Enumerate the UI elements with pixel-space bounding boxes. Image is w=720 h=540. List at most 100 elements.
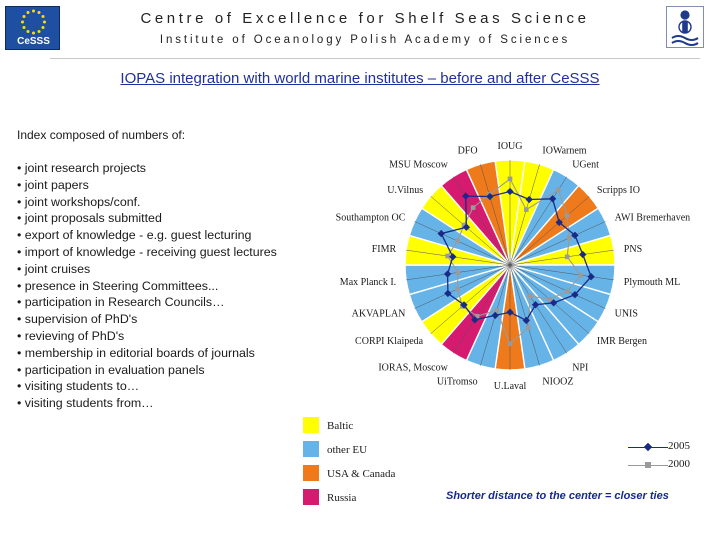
radar-axis-line: [430, 264, 511, 334]
cesss-logo-text: CeSSS: [17, 36, 50, 47]
eu-star-icon: [32, 9, 35, 13]
radar-axis-line: [509, 249, 614, 266]
institute-label: AWI Bremerhaven: [615, 213, 691, 224]
cesss-logo: CeSSS: [5, 6, 60, 50]
series-2000-point: [526, 325, 531, 330]
series-2005-point: [525, 195, 533, 204]
institute-label: PNS: [624, 244, 642, 255]
chart-footnote: Shorter distance to the center = closer …: [446, 490, 669, 502]
index-component-item: export of knowledge - e.g. guest lecturi…: [17, 227, 277, 244]
series-2000-point: [455, 270, 461, 275]
series-2000-point: [445, 253, 450, 259]
index-intro: Index composed of numbers of:: [17, 128, 186, 142]
region-legend-label: other EU: [327, 444, 368, 456]
series-2005-point: [571, 291, 579, 299]
eu-star-icon: [41, 15, 45, 18]
series-2000-point: [470, 205, 476, 210]
index-component-item: participation in evaluation panels: [17, 362, 277, 379]
radar-axis-line: [509, 196, 590, 266]
institute-label: UGent: [572, 159, 599, 170]
series-2000-point: [461, 222, 467, 228]
institute-label: IOUG: [498, 141, 523, 152]
series-2005-label: 2005: [668, 440, 690, 452]
index-component-item: import of knowledge - receiving guest le…: [17, 244, 277, 261]
series-2000-point: [547, 297, 552, 302]
eu-star-icon: [26, 30, 30, 33]
series-2005-point: [443, 270, 452, 278]
header-subtitle: Institute of Oceanology Polish Academy o…: [159, 34, 571, 46]
series-2000-point: [578, 272, 583, 278]
institute-label: MSU Moscow: [389, 159, 448, 170]
radar-axis-line: [414, 264, 511, 309]
index-component-item: joint papers: [17, 177, 277, 194]
series-2005-point: [548, 195, 557, 203]
index-component-item: membership in editorial boards of journa…: [17, 345, 277, 362]
series-2005-point: [587, 273, 595, 281]
institute-label: CORPI Klaipeda: [355, 336, 424, 347]
institute-label: U.Vilnus: [387, 185, 423, 196]
region-legend-label: Baltic: [327, 420, 354, 432]
region-legend-swatch: [303, 441, 319, 457]
region-legend-label: USA & Canada: [327, 468, 396, 480]
institute-label: NPI: [572, 363, 588, 374]
radar-axis-line: [509, 264, 540, 366]
institute-label: UiTromso: [437, 376, 478, 387]
institute-label: DFO: [458, 146, 478, 157]
series-2005-point: [531, 301, 540, 309]
index-component-item: presence in Steering Committees...: [17, 278, 277, 295]
radar-axis-line: [430, 196, 511, 266]
series-2005-point: [522, 316, 530, 325]
slide-title: IOPAS integration with world marine inst…: [120, 70, 600, 87]
series-2000-point: [455, 286, 460, 292]
radar-axis-line: [509, 221, 606, 266]
series-2005-point: [462, 192, 470, 200]
series-2000-point: [566, 235, 572, 241]
institute-label: Southampton OC: [336, 213, 406, 224]
series-2005-point: [549, 299, 558, 307]
series-legend: 2005 2000: [628, 440, 698, 470]
index-component-item: joint proposals submitted: [17, 210, 277, 227]
radar-axis-line: [406, 249, 511, 266]
series-2000-marker: [645, 462, 651, 468]
series-2005-point: [555, 218, 563, 227]
series-2000-point: [494, 308, 499, 313]
series-2005-point: [444, 289, 452, 298]
series-2000-point: [556, 187, 561, 193]
series-2005-point: [579, 250, 587, 259]
index-component-item: participation in Research Councils…: [17, 294, 277, 311]
institute-label: IOWarnem: [542, 146, 586, 157]
index-component-item: visiting students from…: [17, 395, 277, 412]
institute-label: U.Laval: [494, 381, 527, 392]
series-2005-point: [486, 192, 494, 201]
eu-star-icon: [32, 31, 35, 35]
index-component-item: joint cruises: [17, 261, 277, 278]
radar-axis-line: [509, 264, 614, 281]
radar-series: [437, 176, 595, 346]
series-2000-point: [455, 238, 460, 244]
institute-label: Plymouth ML: [624, 277, 680, 288]
region-sector: [465, 160, 511, 266]
series-2000-point: [564, 213, 570, 218]
series-2005-point: [491, 311, 499, 320]
iopas-logo-icon: [671, 10, 699, 46]
institute-label: Max Planck I.: [340, 277, 396, 288]
index-component-item: supervision of PhD's: [17, 311, 277, 328]
region-legend-swatch: [303, 417, 319, 433]
institute-label: UNIS: [615, 308, 638, 319]
region-legend-label: Russia: [327, 492, 357, 504]
radar-axis-line: [509, 164, 540, 266]
series-2005-point: [571, 231, 579, 239]
region-legend-swatch: [303, 489, 319, 505]
eu-star-icon: [37, 11, 41, 14]
series-2000-label: 2000: [668, 458, 690, 470]
institute-label: NIOOZ: [542, 376, 573, 387]
radar-axis-line: [452, 176, 511, 266]
eu-star-icon: [22, 15, 26, 18]
eu-star-icon: [21, 20, 24, 24]
series-2005-point: [506, 187, 514, 196]
series-2000-point: [507, 176, 513, 182]
institute-labels: IOUG IOWarnem UGent Scripps IO AWI Bremerhav…: [336, 141, 690, 392]
series-2005-point: [471, 316, 479, 324]
eu-star-icon: [41, 26, 45, 29]
